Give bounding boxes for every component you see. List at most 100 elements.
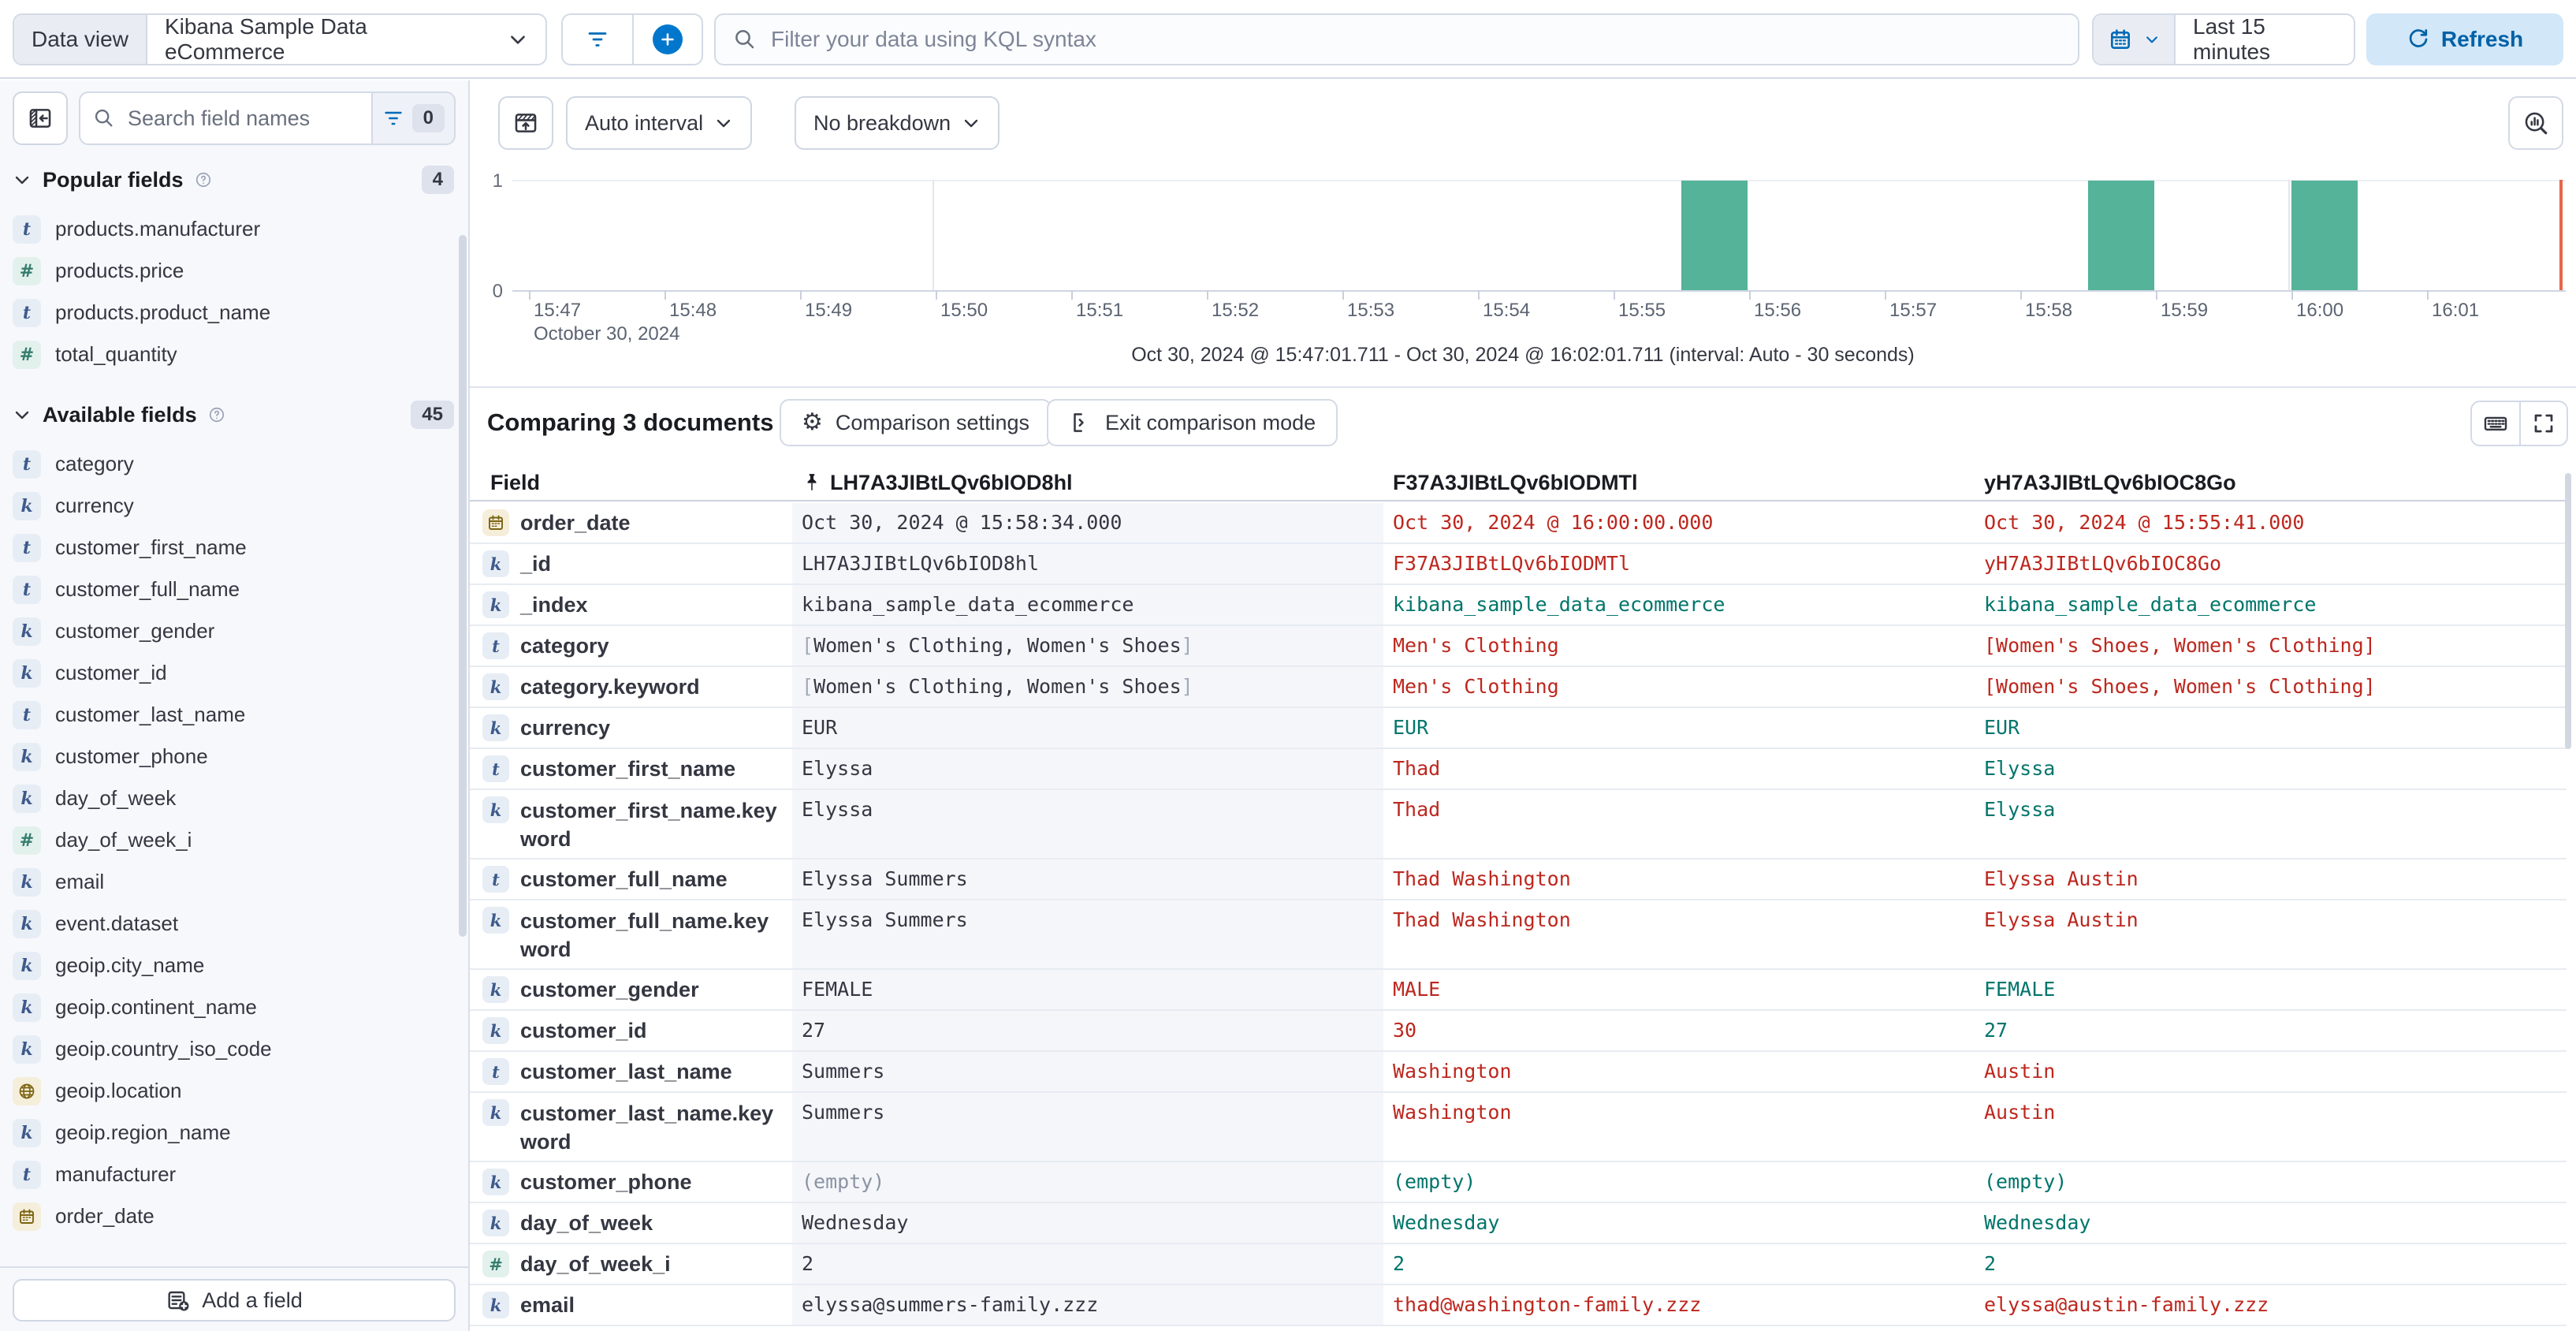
field-cell[interactable]: # day_of_week_i [470, 1244, 792, 1284]
field-cell[interactable]: k customer_last_name.keyword [470, 1093, 792, 1161]
edit-visualization-button[interactable] [2508, 96, 2563, 150]
field-item-label: customer_id [55, 661, 167, 684]
histogram-chart[interactable]: 1 0 15:47 15:48 15:49 15:50 15:51 15:52 15:53 15:… [470, 169, 2576, 345]
comparison-settings-button[interactable]: ⚙ Comparison settings [780, 399, 1052, 446]
field-item-customer_gender[interactable]: k customer_gender [0, 610, 457, 652]
x-gridline [932, 180, 934, 290]
field-item-products.price[interactable]: # products.price [0, 250, 457, 292]
field-cell[interactable]: k customer_id [470, 1011, 792, 1050]
field-cell[interactable]: k customer_phone [470, 1162, 792, 1202]
data-view-picker[interactable]: Data view Kibana Sample Data eCommerce [13, 13, 547, 65]
field-cell[interactable]: k category.keyword [470, 667, 792, 707]
popular-fields-header[interactable]: Popular fields 4 [0, 159, 470, 200]
doc3-cell: yH7A3JIBtLQv6bIOC8Go [1975, 544, 2566, 583]
keyword-field-icon: k [13, 993, 41, 1022]
breakdown-select[interactable]: No breakdown [795, 96, 1000, 150]
collapse-sidebar-button[interactable] [13, 91, 68, 145]
pinned-doc-header[interactable]: LH7A3JIBtLQv6bIOD8hl [792, 471, 1383, 495]
field-cell[interactable]: k email [470, 1285, 792, 1325]
field-item-category[interactable]: t category [0, 443, 457, 485]
table-row-_id: k _id LH7A3JIBtLQv6bIOD8hl F37A3JIBtLQv6bIO… [470, 544, 2567, 585]
add-control-button[interactable] [631, 15, 702, 64]
field-cell[interactable]: k _index [470, 585, 792, 624]
doc2-cell: Men's Clothing [1383, 667, 1975, 707]
fullscreen-button[interactable] [2519, 402, 2567, 445]
doc2-header[interactable]: F37A3JIBtLQv6bIODMTl [1393, 470, 1638, 494]
doc3-cell: FEMALE [1975, 970, 2566, 1009]
refresh-button[interactable]: Refresh [2366, 13, 2563, 65]
field-item-customer_last_name[interactable]: t customer_last_name [0, 694, 457, 736]
sidebar-scrollbar[interactable] [459, 235, 467, 937]
field-item-geoip.city_name[interactable]: k geoip.city_name [0, 945, 457, 986]
field-cell[interactable]: t category [470, 626, 792, 666]
field-cell[interactable]: t customer_first_name [470, 749, 792, 789]
cell-value: Elyssa [802, 757, 873, 780]
field-cell[interactable]: k currency [470, 708, 792, 748]
field-cell[interactable]: t customer_last_name [470, 1052, 792, 1091]
cell-value: 2 [1393, 1252, 1405, 1275]
field-cell[interactable]: k customer_first_name.keyword [470, 790, 792, 858]
histogram-bar[interactable] [2088, 181, 2154, 290]
field-item-customer_phone[interactable]: k customer_phone [0, 736, 457, 777]
interval-select[interactable]: Auto interval [566, 96, 753, 150]
field-item-email[interactable]: k email [0, 861, 457, 903]
available-fields-header[interactable]: Available fields 45 [0, 394, 470, 435]
field-item-manufacturer[interactable]: t manufacturer [0, 1154, 457, 1195]
table-row-customer_phone: k customer_phone (empty) (empty) (empty) [470, 1162, 2567, 1203]
add-filter-button[interactable] [563, 15, 632, 64]
field-item-event.dataset[interactable]: k event.dataset [0, 903, 457, 945]
field-search-input[interactable]: Search field names 0 [79, 91, 456, 145]
time-range-button[interactable]: Last 15 minutes [2176, 15, 2354, 64]
chevron-down-icon [15, 176, 29, 185]
field-cell[interactable]: k _id [470, 544, 792, 583]
chevron-down-icon [511, 35, 525, 44]
field-item-geoip.location[interactable]: geoip.location [0, 1070, 457, 1112]
cell-value: [Women's Shoes, Women's Clothing] [1984, 634, 2376, 657]
pinned-doc-cell: kibana_sample_data_ecommerce [792, 585, 1383, 624]
field-item-total_quantity[interactable]: # total_quantity [0, 334, 457, 375]
field-name: day_of_week [520, 1211, 653, 1235]
field-name: customer_full_name.keyword [520, 909, 769, 961]
keyboard-shortcuts-button[interactable] [2472, 402, 2519, 445]
keyword-field-icon: k [13, 617, 41, 646]
field-item-customer_first_name[interactable]: t customer_first_name [0, 527, 457, 569]
field-item-geoip.continent_name[interactable]: k geoip.continent_name [0, 986, 457, 1028]
x-tick-mark [1478, 290, 1480, 300]
field-item-geoip.country_iso_code[interactable]: k geoip.country_iso_code [0, 1028, 457, 1070]
field-item-geoip.region_name[interactable]: k geoip.region_name [0, 1112, 457, 1154]
doc3-header[interactable]: yH7A3JIBtLQv6bIOC8Go [1984, 470, 2236, 494]
x-tick-label: 16:01 [2432, 300, 2480, 321]
current-time-marker [2559, 180, 2563, 290]
keyword-field-icon: k [482, 976, 509, 1003]
field-item-products.product_name[interactable]: t products.product_name [0, 292, 457, 334]
field-filter-button[interactable]: 0 [370, 93, 454, 144]
table-row-order_date: order_date Oct 30, 2024 @ 15:58:34.000 Oct… [470, 503, 2567, 544]
doc2-cell: thad@washington-family.zzz [1383, 1285, 1975, 1325]
field-cell[interactable]: t customer_full_name [470, 859, 792, 899]
kql-search-bar[interactable]: Filter your data using KQL syntax [714, 13, 2079, 65]
field-item-customer_id[interactable]: k customer_id [0, 652, 457, 694]
field-name: category [520, 634, 609, 658]
field-item-label: geoip.city_name [55, 953, 205, 977]
table-scrollbar[interactable] [2565, 473, 2571, 749]
keyword-field-icon: k [482, 550, 509, 577]
pinned-doc-cell: Elyssa Summers [792, 859, 1383, 899]
field-item-day_of_week_i[interactable]: # day_of_week_i [0, 819, 457, 861]
cell-value: Summers [802, 1101, 885, 1124]
field-item-currency[interactable]: k currency [0, 485, 457, 527]
keyword-field-icon: k [482, 796, 509, 823]
field-item-day_of_week[interactable]: k day_of_week [0, 777, 457, 819]
histogram-bar[interactable] [2291, 181, 2358, 290]
field-item-order_date[interactable]: order_date [0, 1195, 457, 1237]
add-field-button[interactable]: Add a field [13, 1279, 456, 1322]
exit-comparison-button[interactable]: Exit comparison mode [1047, 399, 1338, 446]
hide-chart-button[interactable] [498, 96, 553, 150]
field-cell[interactable]: k day_of_week [470, 1203, 792, 1243]
field-cell[interactable]: k customer_gender [470, 970, 792, 1009]
field-cell[interactable]: order_date [470, 503, 792, 542]
field-item-customer_full_name[interactable]: t customer_full_name [0, 569, 457, 610]
field-cell[interactable]: k customer_full_name.keyword [470, 900, 792, 968]
quick-select-button[interactable] [2094, 15, 2176, 64]
field-item-products.manufacturer[interactable]: t products.manufacturer [0, 208, 457, 250]
histogram-bar[interactable] [1681, 181, 1748, 290]
